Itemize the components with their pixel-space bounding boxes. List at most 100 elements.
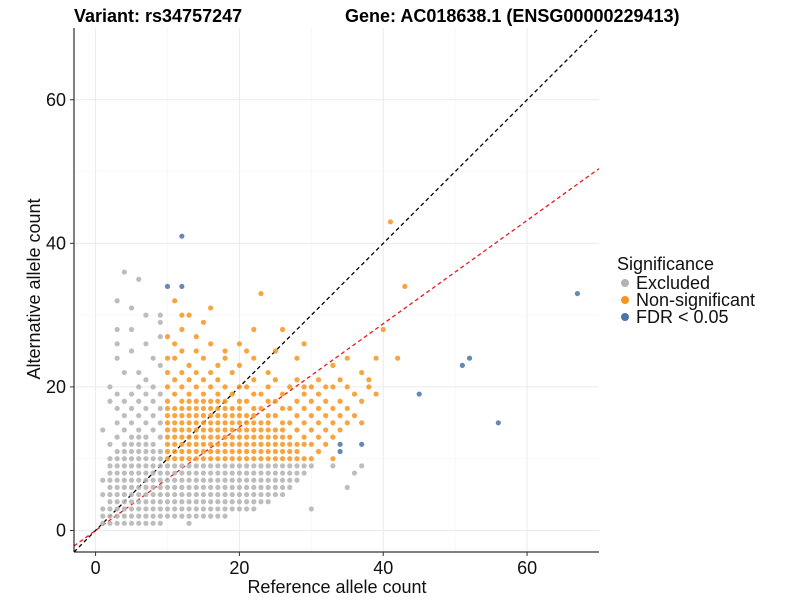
point-non-significant	[294, 448, 300, 455]
point-excluded	[128, 391, 135, 397]
point-non-significant	[351, 391, 358, 397]
point-non-significant	[200, 427, 207, 433]
point-excluded	[150, 398, 156, 404]
point-excluded	[143, 420, 149, 426]
point-non-significant	[244, 384, 250, 390]
point-excluded	[121, 484, 127, 490]
point-excluded	[186, 470, 192, 476]
point-excluded	[193, 477, 199, 483]
point-excluded	[107, 470, 113, 476]
point-excluded	[236, 484, 243, 490]
point-non-significant	[315, 405, 322, 412]
point-non-significant	[229, 448, 235, 455]
point-excluded	[121, 398, 127, 404]
point-non-significant	[244, 398, 250, 404]
point-excluded	[172, 513, 178, 519]
point-excluded	[136, 427, 142, 433]
point-fdr-0-05	[179, 233, 185, 239]
grid-lines	[74, 28, 599, 552]
point-non-significant	[164, 427, 171, 433]
point-non-significant	[208, 369, 214, 376]
point-non-significant	[301, 420, 307, 426]
point-non-significant	[172, 441, 178, 447]
point-non-significant	[193, 348, 199, 354]
point-excluded	[193, 506, 199, 512]
point-excluded	[114, 391, 120, 397]
point-excluded	[179, 470, 185, 476]
point-excluded	[179, 491, 185, 498]
point-non-significant	[265, 441, 271, 447]
point-non-significant	[323, 441, 329, 447]
point-excluded	[143, 513, 149, 519]
point-non-significant	[366, 384, 372, 390]
point-non-significant	[294, 456, 300, 462]
data-points	[100, 219, 581, 526]
point-non-significant	[172, 427, 178, 433]
point-non-significant	[193, 384, 199, 390]
point-non-significant	[172, 298, 178, 304]
point-fdr-0-05	[359, 441, 365, 447]
point-excluded	[208, 470, 214, 476]
legend-label-non-significant: Non-significant	[636, 290, 755, 310]
point-non-significant	[186, 427, 192, 433]
point-excluded	[193, 470, 199, 476]
point-non-significant	[186, 441, 192, 447]
point-non-significant	[251, 391, 257, 397]
point-excluded	[172, 491, 178, 498]
point-excluded	[143, 456, 149, 462]
point-excluded	[143, 491, 149, 498]
point-excluded	[114, 499, 120, 505]
point-non-significant	[193, 413, 199, 419]
point-non-significant	[258, 290, 264, 297]
point-excluded	[186, 520, 192, 526]
point-excluded	[193, 499, 199, 505]
point-non-significant	[208, 341, 214, 347]
point-excluded	[222, 477, 228, 483]
point-non-significant	[222, 413, 228, 419]
point-non-significant	[395, 355, 401, 361]
point-excluded	[186, 477, 192, 483]
point-non-significant	[208, 420, 214, 426]
point-non-significant	[265, 398, 271, 404]
point-excluded	[157, 513, 163, 519]
point-excluded	[114, 506, 120, 512]
point-excluded	[236, 491, 243, 498]
point-excluded	[251, 463, 257, 469]
point-non-significant	[308, 427, 314, 433]
point-non-significant	[200, 398, 207, 404]
point-non-significant	[193, 427, 199, 433]
point-excluded	[215, 506, 221, 512]
point-non-significant	[215, 441, 221, 447]
point-non-significant	[279, 441, 286, 447]
point-non-significant	[287, 448, 293, 455]
legend-key-non-significant	[621, 296, 629, 304]
point-fdr-0-05	[337, 448, 343, 455]
point-non-significant	[200, 355, 207, 361]
point-excluded	[179, 506, 185, 512]
point-excluded	[121, 499, 127, 505]
point-excluded	[193, 513, 199, 519]
point-excluded	[107, 463, 113, 469]
point-excluded	[244, 491, 250, 498]
point-non-significant	[251, 420, 257, 426]
point-excluded	[107, 499, 113, 505]
point-non-significant	[222, 441, 228, 447]
point-excluded	[244, 463, 250, 469]
point-excluded	[150, 448, 156, 455]
point-excluded	[344, 484, 350, 490]
point-excluded	[107, 513, 113, 519]
point-non-significant	[172, 377, 178, 383]
point-excluded	[128, 491, 135, 498]
point-non-significant	[287, 434, 293, 440]
point-non-significant	[387, 219, 394, 225]
point-excluded	[215, 484, 221, 490]
point-excluded	[107, 477, 113, 483]
point-non-significant	[330, 384, 336, 390]
point-non-significant	[265, 427, 271, 433]
point-excluded	[251, 506, 257, 512]
point-excluded	[128, 506, 135, 512]
point-excluded	[164, 499, 171, 505]
point-non-significant	[208, 448, 214, 455]
point-excluded	[150, 470, 156, 476]
point-excluded	[244, 506, 250, 512]
